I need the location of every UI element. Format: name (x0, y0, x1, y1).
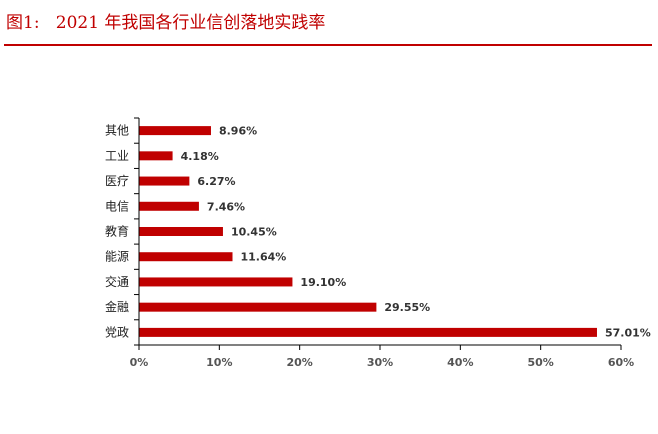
figure-caption: 图1: 2021 年我国各行业信创落地实践率 (6, 8, 325, 33)
bar (139, 176, 190, 186)
category-label: 电信 (105, 199, 129, 213)
x-tick-label: 20% (286, 356, 312, 369)
caption-divider (4, 44, 652, 46)
category-label: 能源 (105, 250, 129, 264)
value-label: 29.55% (384, 301, 430, 314)
value-label: 7.46% (207, 200, 245, 213)
category-label: 金融 (105, 299, 129, 314)
x-tick-label: 10% (206, 356, 232, 369)
value-label: 4.18% (181, 150, 219, 163)
value-label: 8.96% (219, 125, 257, 138)
category-label: 党政 (105, 324, 129, 339)
bar (139, 252, 233, 262)
value-label: 19.10% (300, 276, 346, 289)
bar (139, 277, 293, 287)
figure-title: 2021 年我国各行业信创落地实践率 (55, 13, 326, 33)
value-label: 57.01% (605, 326, 651, 339)
bar (139, 151, 173, 161)
category-label: 医疗 (105, 174, 129, 188)
figure-number: 图1: (6, 13, 40, 33)
x-tick-label: 30% (367, 356, 393, 369)
value-label: 10.45% (231, 226, 277, 239)
bar (139, 302, 377, 312)
x-tick-label: 50% (527, 356, 553, 369)
category-label: 教育 (105, 224, 129, 239)
category-label: 交通 (105, 274, 129, 289)
value-label: 6.27% (197, 175, 235, 188)
bar (139, 227, 223, 236)
category-label: 工业 (105, 149, 129, 163)
x-tick-label: 0% (130, 356, 149, 369)
x-tick-label: 60% (608, 356, 634, 369)
value-label: 11.64% (241, 251, 287, 264)
category-label: 其他 (105, 124, 129, 138)
bar (139, 201, 199, 211)
bar (139, 327, 597, 337)
x-tick-label: 40% (447, 356, 473, 369)
bar (139, 126, 211, 136)
